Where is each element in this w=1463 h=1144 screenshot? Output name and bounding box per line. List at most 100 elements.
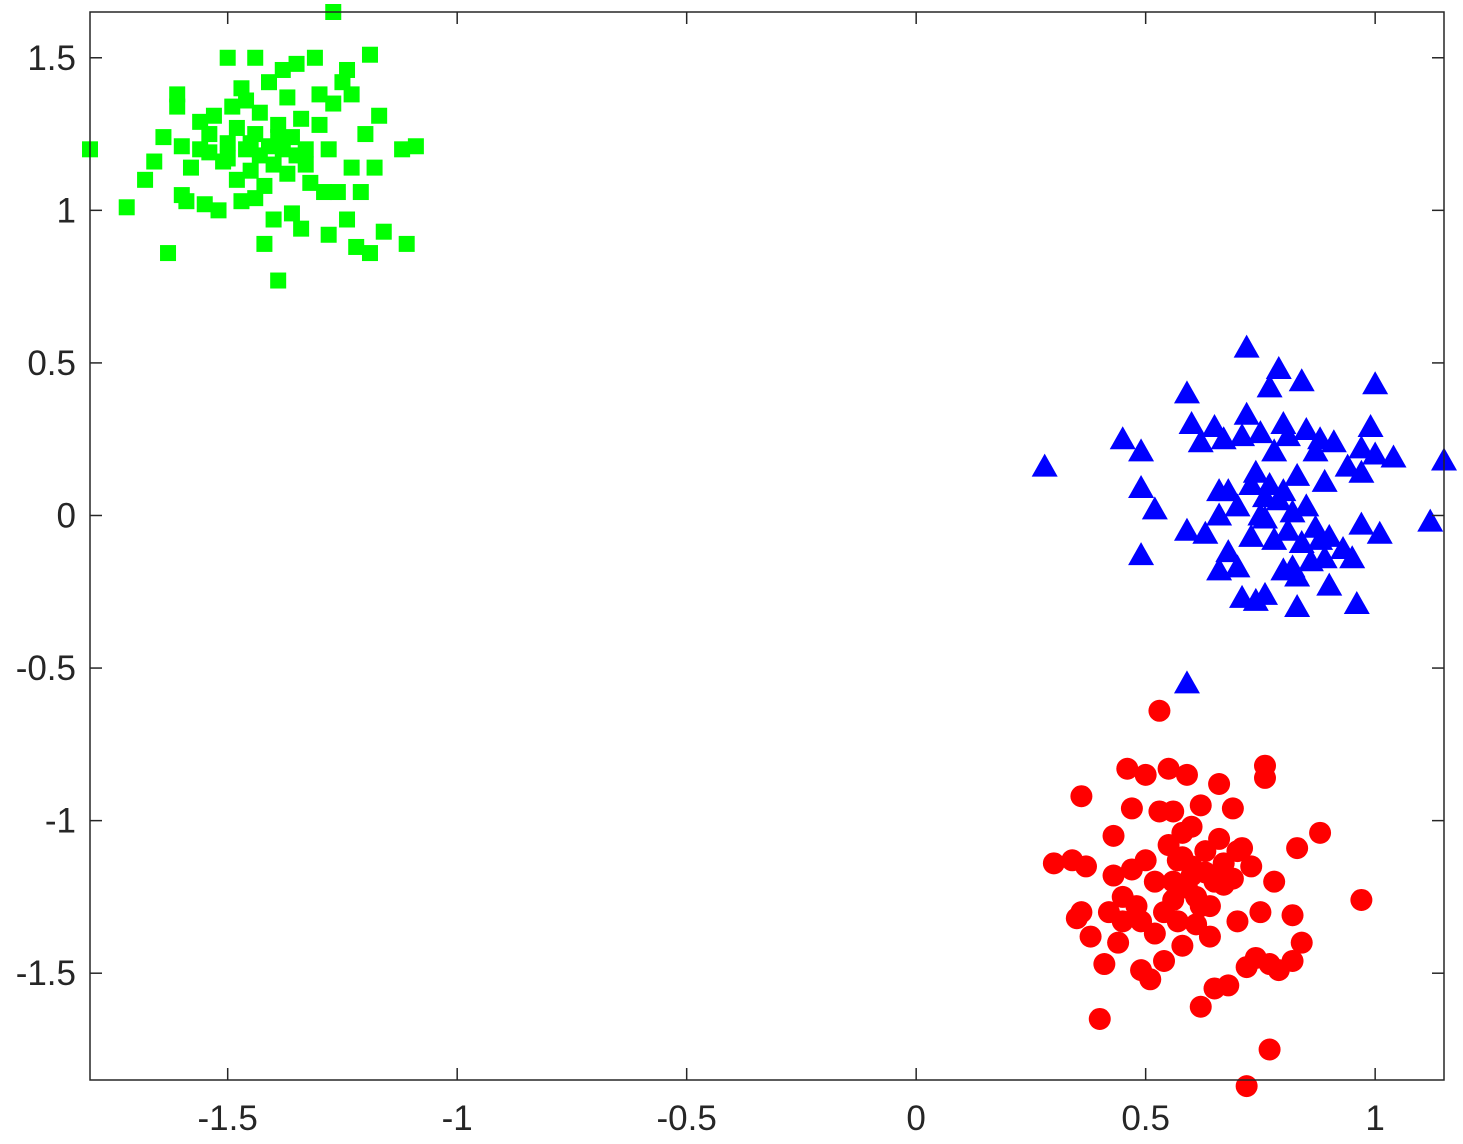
square-point	[233, 193, 250, 210]
circle-point	[1171, 846, 1194, 869]
square-point	[219, 135, 236, 152]
circle-point	[1070, 901, 1093, 924]
triangle-point	[1279, 499, 1306, 523]
square-point	[306, 49, 323, 66]
triangle-point	[1141, 496, 1168, 520]
y-tick-label: -1	[45, 802, 76, 841]
y-tick-label: 1.5	[27, 39, 76, 78]
square-point	[238, 92, 255, 109]
circle-point	[1235, 1075, 1258, 1098]
square-point	[279, 89, 296, 106]
square-point	[251, 104, 268, 121]
triangle-point	[1128, 542, 1155, 566]
square-point	[343, 159, 360, 176]
triangle-point	[1362, 441, 1389, 465]
triangle-point	[1348, 511, 1375, 535]
circle-point	[1258, 1038, 1281, 1061]
square-point	[366, 159, 383, 176]
circle-point	[1221, 867, 1244, 890]
circle-point	[1203, 870, 1226, 893]
circle-point	[1208, 773, 1231, 796]
square-point	[270, 272, 287, 289]
circle-point	[1093, 953, 1116, 976]
square-point	[270, 116, 287, 133]
triangle-point	[1357, 413, 1384, 437]
square-point	[242, 162, 259, 179]
circle-point	[1111, 910, 1134, 933]
triangle-point	[1238, 523, 1265, 547]
triangle-point	[1302, 438, 1329, 462]
circle-point	[1042, 852, 1065, 875]
y-tick-label: 0	[57, 496, 76, 535]
circle-point	[1070, 785, 1093, 808]
circle-point	[1253, 766, 1276, 789]
circle-point	[1309, 821, 1332, 844]
circle-point	[1102, 864, 1125, 887]
circle-point	[1221, 797, 1244, 820]
triangle-point	[1173, 380, 1200, 404]
y-tick-label: -1.5	[16, 954, 76, 993]
x-tick-label: 0.5	[1121, 1099, 1170, 1138]
triangle-point	[1293, 417, 1320, 441]
square-point	[288, 55, 305, 72]
square-point	[279, 165, 296, 182]
triangle-point	[1261, 438, 1288, 462]
triangle-point	[1128, 475, 1155, 499]
triangle-point	[1173, 517, 1200, 541]
circle-point	[1148, 699, 1171, 722]
triangle-point	[1224, 554, 1251, 578]
circle-point	[1162, 800, 1185, 823]
circle-point	[1134, 849, 1157, 872]
square-point	[274, 61, 291, 78]
square-point	[137, 171, 154, 188]
triangle-point	[1261, 526, 1288, 550]
square-point	[228, 119, 245, 136]
triangle-point	[1288, 368, 1315, 392]
circle-point	[1180, 815, 1203, 838]
axis-tick-labels: -1.5 -1 -0.5 0 0.5 1 1.5 1 0.5 0 -0.5 -1 -1.5	[16, 39, 1385, 1138]
x-tick-label: -1.5	[198, 1099, 258, 1138]
triangle-point	[1238, 471, 1265, 495]
square-point	[192, 113, 209, 130]
triangle-point	[1247, 420, 1274, 444]
square-point	[293, 220, 310, 237]
square-point	[201, 126, 218, 143]
square-point	[192, 141, 209, 158]
square-point	[371, 107, 388, 124]
square-point	[265, 211, 282, 228]
square-point	[173, 138, 190, 155]
circle-point	[1107, 931, 1130, 954]
triangle-point	[1311, 468, 1338, 492]
square-point	[169, 86, 186, 103]
triangle-point	[1274, 517, 1301, 541]
square-point	[283, 205, 300, 222]
circle-point	[1226, 910, 1249, 933]
square-point	[196, 196, 213, 213]
triangle-point	[1173, 670, 1200, 694]
y-tick-label: 0.5	[27, 344, 76, 383]
square-point	[316, 184, 333, 201]
circle-point	[1171, 934, 1194, 957]
square-point	[302, 174, 319, 191]
square-point	[265, 156, 282, 173]
circle-point	[1120, 797, 1143, 820]
circle-point	[1143, 870, 1166, 893]
square-point	[348, 238, 365, 255]
triangle-point	[1284, 594, 1311, 618]
x-tick-label: -0.5	[657, 1099, 717, 1138]
circle-point	[1263, 870, 1286, 893]
x-tick-label: 1	[1365, 1099, 1384, 1138]
square-point	[375, 223, 392, 240]
triangle-point	[1380, 444, 1407, 468]
circle-point	[1102, 824, 1125, 847]
square-point	[407, 138, 424, 155]
square-point	[320, 226, 337, 243]
triangle-point	[1320, 429, 1347, 453]
x-tick-label: -1	[442, 1099, 473, 1138]
square-point	[219, 150, 236, 167]
square-point	[329, 184, 346, 201]
square-point	[210, 202, 227, 219]
triangle-point	[1316, 523, 1343, 547]
circle-point	[1162, 888, 1185, 911]
circle-point	[1088, 1007, 1111, 1030]
